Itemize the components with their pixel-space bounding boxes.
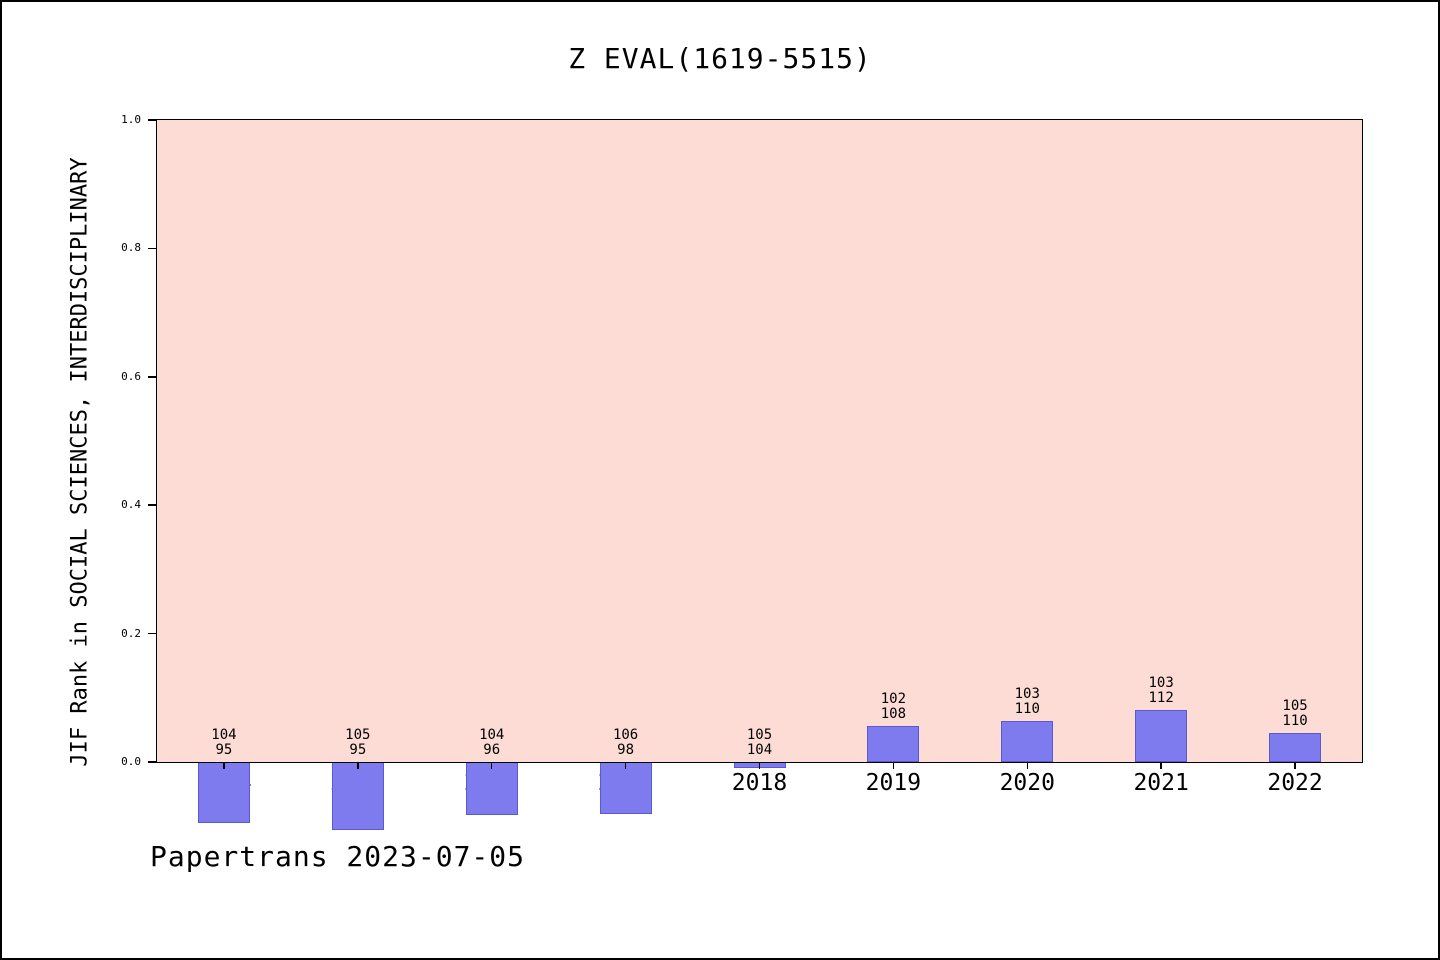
- y-axis-title: JIF Rank in SOCIAL SCIENCES, INTERDISCIP…: [67, 157, 93, 767]
- x-tick-mark: [1294, 762, 1296, 769]
- bar-2015: [331, 762, 384, 830]
- bar-2019: [867, 726, 920, 762]
- bar-value-label: 103 110: [1014, 686, 1040, 718]
- y-tick-mark: [148, 247, 157, 250]
- x-tick-mark: [892, 762, 895, 769]
- bar-value-label: 105 110: [1282, 697, 1308, 729]
- bar-2014: [197, 762, 250, 823]
- watermark-text: Papertrans 2023-07-05: [150, 840, 526, 873]
- bar-value-label: 105 104: [746, 727, 773, 758]
- x-tick-mark: [1160, 762, 1162, 769]
- y-tick-mark: [148, 504, 157, 506]
- bar-2017: [599, 762, 652, 815]
- bar-2016: [465, 762, 518, 816]
- y-tick-mark: [148, 632, 157, 635]
- y-tick-label: 0.0: [121, 755, 141, 768]
- x-tick-mark: [357, 762, 359, 769]
- y-tick-label: 0.2: [121, 626, 141, 640]
- x-tick-label: 2022: [1267, 770, 1323, 796]
- y-tick-label: 0.4: [121, 498, 141, 512]
- plot-area: 0.00.20.40.60.81.02014104 952015105 9520…: [121, 113, 1363, 830]
- x-tick-mark: [490, 762, 493, 769]
- bar-value-label: 105 95: [345, 727, 371, 758]
- y-tick-label: 0.8: [121, 241, 141, 255]
- chart-title: Z EVAL(1619-5515): [568, 42, 872, 75]
- y-tick-mark: [148, 761, 157, 763]
- x-tick-label: 2019: [865, 770, 922, 796]
- y-tick-label: 1.0: [121, 113, 141, 126]
- bar-2021: [1135, 710, 1188, 762]
- bar-2020: [1001, 721, 1054, 762]
- x-tick-mark: [624, 762, 627, 769]
- x-tick-mark: [1026, 762, 1029, 769]
- y-tick-mark: [148, 376, 157, 378]
- bar-value-label: 106 98: [612, 727, 639, 758]
- x-tick-mark: [758, 762, 761, 769]
- x-tick-label: 2021: [1133, 770, 1189, 796]
- y-tick-label: 0.6: [121, 369, 141, 383]
- bar-value-label: 104 96: [479, 727, 505, 758]
- bar-value-label: 104 95: [211, 727, 237, 758]
- x-tick-label: 2018: [731, 770, 788, 796]
- x-tick-label: 2020: [999, 770, 1055, 796]
- x-tick-mark: [223, 762, 225, 769]
- bar-2022: [1269, 732, 1322, 762]
- bar-value-label: 103 112: [1148, 675, 1174, 707]
- plot-background: [157, 120, 1362, 762]
- bar-value-label: 102 108: [880, 691, 907, 723]
- y-tick-mark: [148, 119, 157, 121]
